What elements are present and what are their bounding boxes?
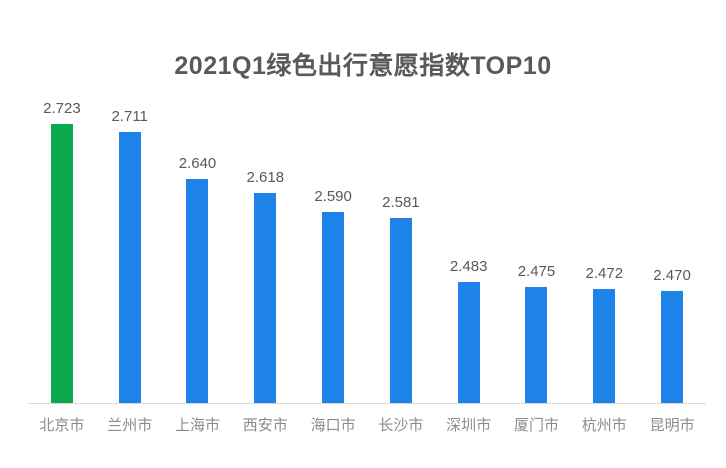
bar-column: 2.711 [96, 92, 164, 403]
category-label: 深圳市 [446, 417, 492, 434]
bar [389, 218, 412, 403]
bar-value-label: 2.483 [449, 258, 488, 275]
bar-column: 2.618 [231, 92, 299, 403]
bar-value-label: 2.618 [246, 169, 285, 186]
bar-value-label: 2.472 [585, 265, 624, 282]
bar-value-label: 2.470 [653, 267, 691, 284]
bar-value-label: 2.581 [382, 194, 420, 211]
category-label: 海口市 [310, 417, 356, 434]
bar [322, 212, 345, 403]
category-label: 西安市 [242, 417, 288, 434]
category-label: 北京市 [39, 417, 85, 434]
bar [254, 193, 277, 403]
bar [593, 289, 616, 403]
category-label: 上海市 [174, 417, 220, 434]
category-label: 厦门市 [513, 417, 559, 434]
bar-column: 2.483 [435, 92, 503, 403]
bar-value-label: 2.475 [517, 263, 556, 280]
bar-column: 2.475 [503, 92, 571, 403]
bar-column: 2.723 [28, 92, 96, 403]
category-label: 昆明市 [649, 417, 695, 434]
bar-column: 2.470 [638, 92, 706, 403]
bar [118, 132, 141, 403]
bar-value-label: 2.723 [43, 100, 81, 117]
chart-title: 2021Q1绿色出行意愿指数TOP10 [174, 52, 552, 80]
bar [457, 282, 480, 403]
bar-value-label: 2.640 [178, 155, 217, 172]
bar-value-label: 2.590 [314, 188, 352, 205]
category-axis: 北京市 兰州市 上海市 西安市 海口市 长沙市 深圳市 厦门市 杭州市 昆明市 [28, 414, 706, 435]
bar [186, 179, 209, 403]
bar-plot-area: 2.723 2.711 2.640 2.618 2.590 2.581 2.483 2.475… [28, 92, 706, 404]
bar-value-label: 2.711 [111, 108, 148, 125]
bar [50, 124, 73, 403]
bar [661, 291, 684, 403]
bar-column: 2.640 [164, 92, 232, 403]
category-label: 长沙市 [378, 417, 424, 434]
category-label: 杭州市 [581, 417, 627, 434]
bar [525, 287, 548, 403]
category-label: 兰州市 [107, 417, 153, 434]
bar-column: 2.590 [299, 92, 367, 403]
bar-column: 2.581 [367, 92, 435, 403]
bar-column: 2.472 [570, 92, 638, 403]
